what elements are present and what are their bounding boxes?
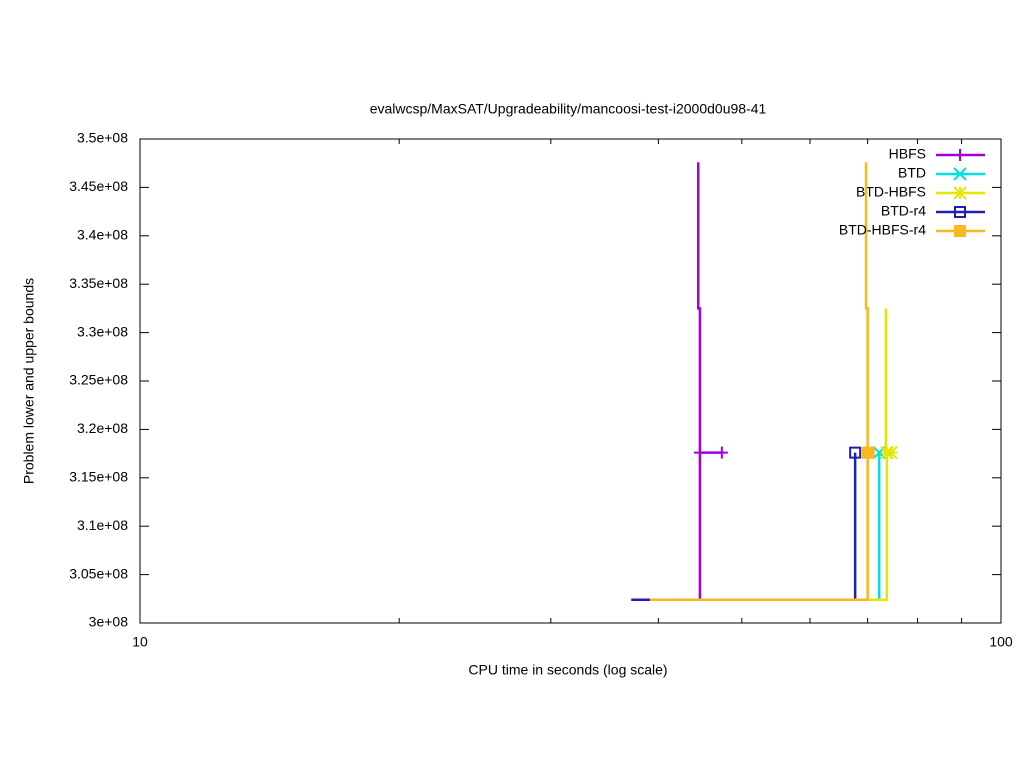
y-tick-label: 3.5e+08 <box>77 130 128 146</box>
y-tick-label: 3.15e+08 <box>69 469 128 485</box>
legend-label: BTD-r4 <box>881 203 926 219</box>
legend-marker <box>953 186 967 200</box>
marker <box>693 446 706 459</box>
y-tick-label: 3.4e+08 <box>77 227 128 243</box>
legend-label: BTD-HBFS <box>856 184 926 200</box>
marker <box>849 446 862 459</box>
legend-marker <box>954 225 966 237</box>
y-tick-label: 3.05e+08 <box>69 565 128 581</box>
y-tick-label: 3e+08 <box>89 614 129 630</box>
legend-label: HBFS <box>889 146 926 162</box>
plot-border <box>139 138 1002 624</box>
marker <box>880 445 894 460</box>
series-line <box>631 452 857 602</box>
marker <box>715 446 728 459</box>
y-tick-label: 3.35e+08 <box>69 275 128 291</box>
series-line <box>696 162 722 600</box>
y-tick-label: 3.2e+08 <box>77 420 128 436</box>
y-tick-label: 3.3e+08 <box>77 323 128 339</box>
series-line <box>649 162 869 602</box>
legend-label: BTD-HBFS-r4 <box>839 222 926 238</box>
chart-title: evalwcsp/MaxSAT/Upgradeability/mancoosi-… <box>370 101 767 117</box>
x-axis-label: CPU time in seconds (log scale) <box>468 662 667 678</box>
y-tick-label: 3.1e+08 <box>77 517 128 533</box>
y-axis-label: Problem lower and upper bounds <box>21 278 37 484</box>
legend-label: BTD <box>898 165 926 181</box>
y-tick-label: 3.45e+08 <box>69 178 128 194</box>
x-tick-label: 100 <box>989 634 1013 650</box>
x-tick-label: 10 <box>132 634 148 650</box>
legend-marker <box>953 167 967 181</box>
legend-marker <box>954 149 966 161</box>
y-tick-label: 3.25e+08 <box>69 372 128 388</box>
marker <box>861 446 874 459</box>
legend-marker <box>954 206 966 218</box>
